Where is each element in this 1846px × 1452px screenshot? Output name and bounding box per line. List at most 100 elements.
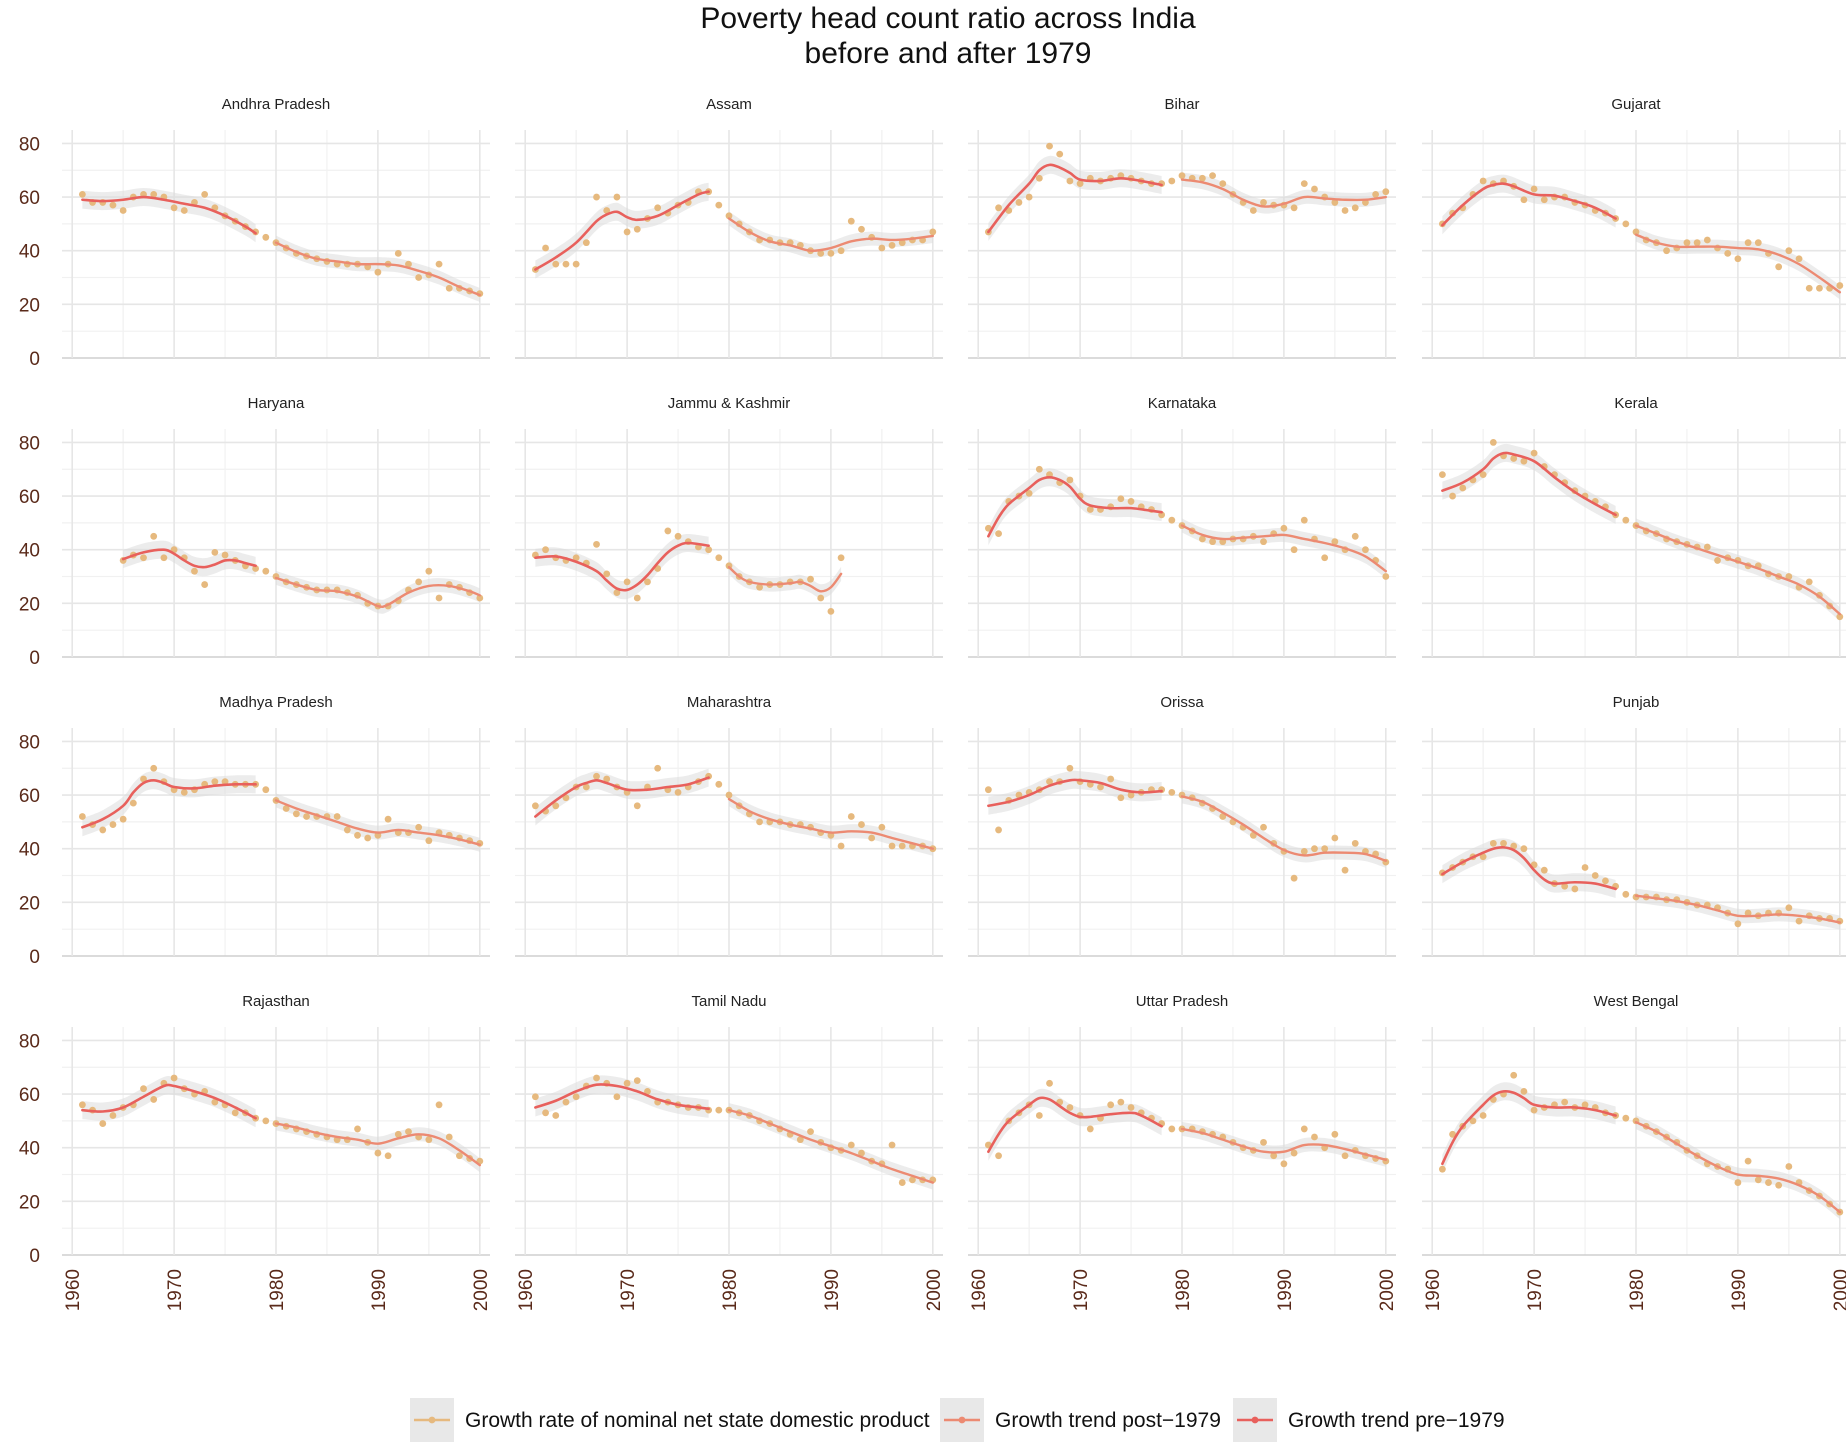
y-tick-label: 40 [19, 242, 40, 263]
facet-panel: Punjab [1422, 694, 1846, 957]
data-point [140, 775, 147, 783]
data-point [150, 532, 158, 540]
data-point [603, 570, 611, 578]
facet-label: Punjab [1613, 694, 1660, 711]
trend-line-pre [534, 541, 710, 592]
data-point [78, 1101, 86, 1109]
data-point [1046, 778, 1053, 786]
confidence-band-pre [82, 1075, 256, 1128]
data-point [1754, 239, 1762, 247]
y-tick-label: 60 [19, 1085, 40, 1106]
trend-line-pre [81, 779, 257, 829]
data-point [1066, 177, 1074, 185]
confidence-band-pre [988, 468, 1162, 546]
data-point [613, 193, 621, 201]
data-point [847, 813, 855, 820]
data-point [1290, 1149, 1298, 1157]
data-point [1591, 872, 1599, 879]
data-point [1015, 199, 1023, 206]
data-point [837, 247, 845, 255]
data-point [1438, 471, 1446, 478]
y-tick-label: 0 [29, 947, 40, 968]
trend-line-pre [987, 778, 1163, 808]
data-point [211, 548, 219, 556]
data-point [405, 1128, 412, 1136]
data-point [1127, 498, 1135, 505]
data-point [847, 1141, 855, 1149]
data-point [364, 834, 372, 842]
trend-line-pre [534, 190, 710, 271]
data-point [613, 1093, 621, 1101]
trend-line-pre [987, 1096, 1163, 1154]
data-point [415, 823, 423, 831]
confidence-band-pre [535, 1075, 709, 1118]
data-point [1459, 484, 1467, 492]
data-point [725, 791, 733, 799]
data-point [593, 193, 600, 201]
data-point [633, 802, 641, 810]
y-tick-label: 0 [29, 349, 40, 370]
data-point [1270, 1152, 1278, 1160]
data-point [140, 1085, 147, 1093]
data-point [995, 1152, 1002, 1160]
data-point [1066, 764, 1074, 772]
confidence-band-pre [988, 770, 1162, 815]
trend-line-pre [1441, 451, 1617, 517]
data-point [888, 842, 896, 850]
data-point [1300, 847, 1308, 855]
data-point [1219, 180, 1227, 188]
data-point [1362, 546, 1369, 554]
data-point [1025, 489, 1033, 497]
data-point [445, 1133, 453, 1141]
data-point [1479, 177, 1487, 185]
x-tick-label: 1970 [1525, 1269, 1546, 1311]
data-point [1341, 1152, 1349, 1160]
data-point [1703, 543, 1711, 551]
facet-label: Madhya Pradesh [219, 694, 332, 711]
trend-line-post [727, 217, 935, 252]
data-point [1622, 890, 1630, 898]
trend-line-pre [534, 776, 710, 818]
data-point [435, 260, 443, 268]
y-tick-label: 40 [19, 1139, 40, 1160]
data-point [1469, 1117, 1477, 1125]
data-point [354, 1125, 361, 1133]
y-tick-label: 80 [19, 732, 40, 753]
data-point [140, 554, 147, 562]
data-point [1127, 1104, 1135, 1111]
chart-title: Poverty head count ratio across India bef… [700, 2, 1196, 70]
data-point [1076, 180, 1084, 188]
confidence-band-post [729, 560, 842, 599]
data-point [674, 788, 682, 796]
x-tick-label: 1980 [720, 1269, 741, 1311]
data-point [109, 821, 117, 828]
data-point [593, 540, 600, 548]
data-point [1489, 839, 1497, 847]
data-point [1530, 449, 1538, 457]
trend-line-pre [1441, 846, 1617, 891]
data-point [1744, 909, 1752, 917]
data-point [435, 1101, 443, 1109]
data-point [1260, 199, 1267, 206]
data-point [1127, 791, 1135, 799]
data-point [99, 826, 107, 834]
data-point [1097, 783, 1104, 791]
legend-item: Growth trend pre−1979 [1233, 1398, 1505, 1442]
data-point [1734, 255, 1742, 263]
data-point [1168, 177, 1176, 185]
data-point [572, 554, 580, 562]
data-point [1785, 904, 1793, 912]
x-tick-label: 2000 [1377, 1269, 1398, 1311]
data-point [1754, 1176, 1762, 1184]
data-point [1744, 1157, 1752, 1165]
data-point [374, 1149, 382, 1157]
trend-line-post [1180, 524, 1388, 573]
facet-panels: Andhra Pradesh 0 20 40 60 80 Assam Bihar Gujarat… [19, 96, 1846, 1311]
y-tick-label: 60 [19, 487, 40, 508]
data-point [119, 815, 127, 823]
data-point [1198, 535, 1206, 543]
confidence-band-pre [535, 534, 709, 600]
data-point [1785, 247, 1793, 255]
data-point [572, 1093, 580, 1101]
data-point [715, 780, 723, 788]
